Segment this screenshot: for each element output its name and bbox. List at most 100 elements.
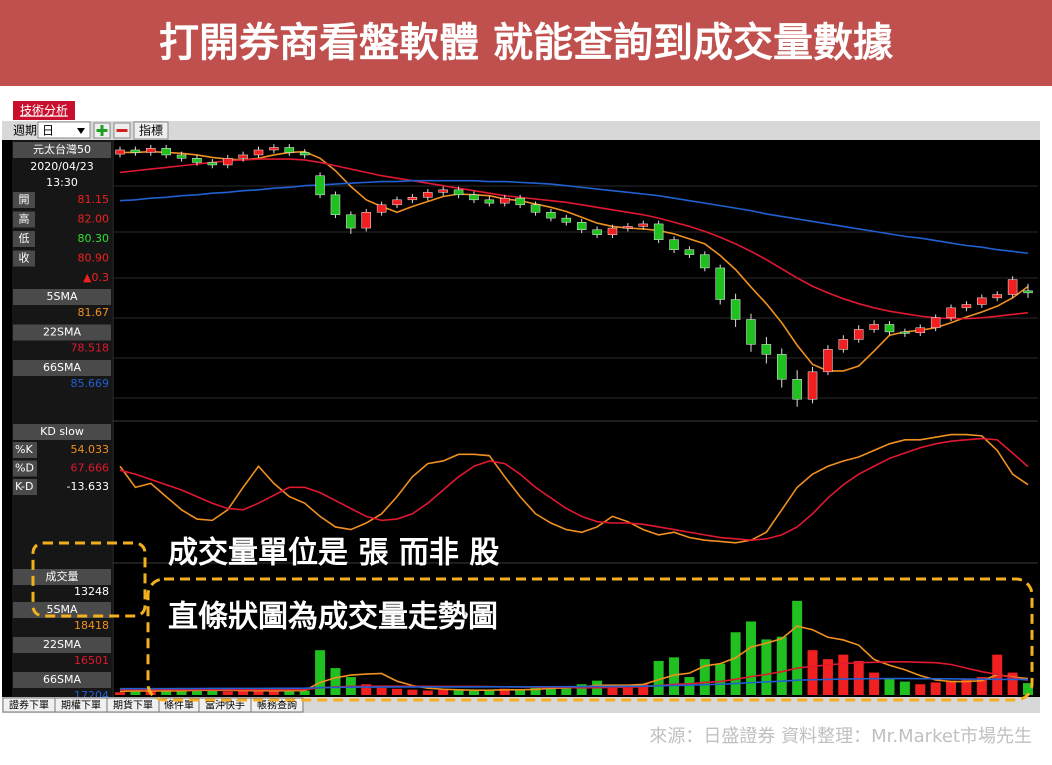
bottom-tab-label[interactable]: 帳務查詢 [257,699,297,712]
bottom-tab-label[interactable]: 證券下單 [9,699,49,712]
bottom-tabs: 證券下單 期權下單 期貨下單 條件單 當沖快手 帳務查詢 [2,697,304,713]
candle-body [853,329,864,340]
volume-bar [299,690,310,695]
candle-body [838,339,849,350]
tab-bar [2,95,1040,121]
candle-body [176,154,187,159]
candle-body [284,147,295,153]
volume-bar [1023,683,1033,695]
volume-bar [361,684,372,695]
quote-label-box [13,192,35,208]
bottom-tab-label[interactable]: 當沖快手 [205,699,245,712]
panel-header-label: 22SMA [43,326,81,339]
chart [113,144,1038,695]
volume-bar [284,689,295,695]
volume-bar [268,690,279,695]
bottom-tab-label[interactable]: 條件單 [164,699,194,712]
panel-header-label: KD slow [40,425,84,438]
candle-body [792,379,802,400]
panel-header-label: 元太台灣50 [33,142,91,156]
panel-value: 80.90 [78,252,110,265]
candle-body [1007,279,1018,295]
volume-bar [607,686,618,695]
panel-value: 82.00 [78,213,110,226]
sma-line [120,677,1029,690]
panel-header [13,424,111,440]
period-value[interactable]: 日 [42,124,54,138]
candle-body [823,349,833,373]
panel-header-label: 成交量 [46,569,79,583]
volume-bar [468,690,479,695]
kd-label: %D [15,462,34,475]
candle-body [992,294,1002,299]
quote-label-box [13,250,35,267]
volume-bar [638,684,649,695]
highlight-box [146,577,1034,702]
period-select[interactable] [37,121,91,139]
volume-bar [422,690,433,695]
bottom-tab-label[interactable]: 期權下單 [61,699,101,712]
candle-body [592,229,602,235]
candle-body [777,354,787,380]
indicator-button[interactable] [133,121,169,140]
candle-body [392,199,402,206]
volume-bar [161,689,172,695]
quote-label-box [13,231,35,247]
candle-body [192,158,202,163]
panel-value: 85.669 [71,377,110,390]
candle-body [561,217,572,223]
candle-body [546,212,556,219]
sma-line [119,179,1029,255]
candle-body [530,204,541,213]
candle-body [715,267,725,300]
candle-body [515,197,525,206]
sma-line [120,661,1029,691]
candle-body [746,319,756,345]
candle-body [499,197,510,204]
candle-body [946,307,956,319]
candle-body [469,194,479,201]
panel-header [13,672,111,688]
candle-body [869,324,879,330]
candle-body [361,212,371,229]
panel-header [13,637,111,653]
panel-value: 67.666 [71,462,110,475]
candle-body [977,297,987,305]
indicator-label[interactable]: 指標 [139,123,163,138]
candle-body [346,214,356,229]
candle-body [161,148,171,156]
volume-bar [238,690,249,695]
quote-label: 收 [19,251,30,265]
volume-bar [438,689,449,695]
volume-bar [884,678,895,695]
highlight-box [31,541,147,618]
panel-header-label: 66SMA [43,673,81,686]
candle-body [884,324,895,333]
panel-value: 81.15 [78,193,110,206]
volume-bar [838,654,849,695]
panel-value: 2020/04/23 [30,160,93,173]
volume-bar [545,686,556,695]
volume-bar [115,692,125,695]
volume-bar [699,659,710,695]
tab-label[interactable]: 技術分析 [20,104,68,118]
volume-bar [899,681,910,695]
dropdown-arrow[interactable] [77,128,85,134]
panel-value: 80.30 [78,232,110,245]
volume-bar [961,678,972,695]
panel-header [13,324,111,341]
volume-bar [576,684,587,695]
candle-body [115,149,125,155]
candle-body [407,197,418,201]
volume-bar [715,663,726,695]
candle-body [453,189,464,196]
volume-bar [822,659,833,695]
panel-header [13,569,111,585]
plus-icon[interactable] [96,125,108,136]
candle-body [484,199,495,204]
bottom-tab-label[interactable]: 期貨下單 [113,699,153,712]
volume-bar [253,691,264,695]
tab-active[interactable] [13,101,75,120]
candle-body [807,371,818,400]
